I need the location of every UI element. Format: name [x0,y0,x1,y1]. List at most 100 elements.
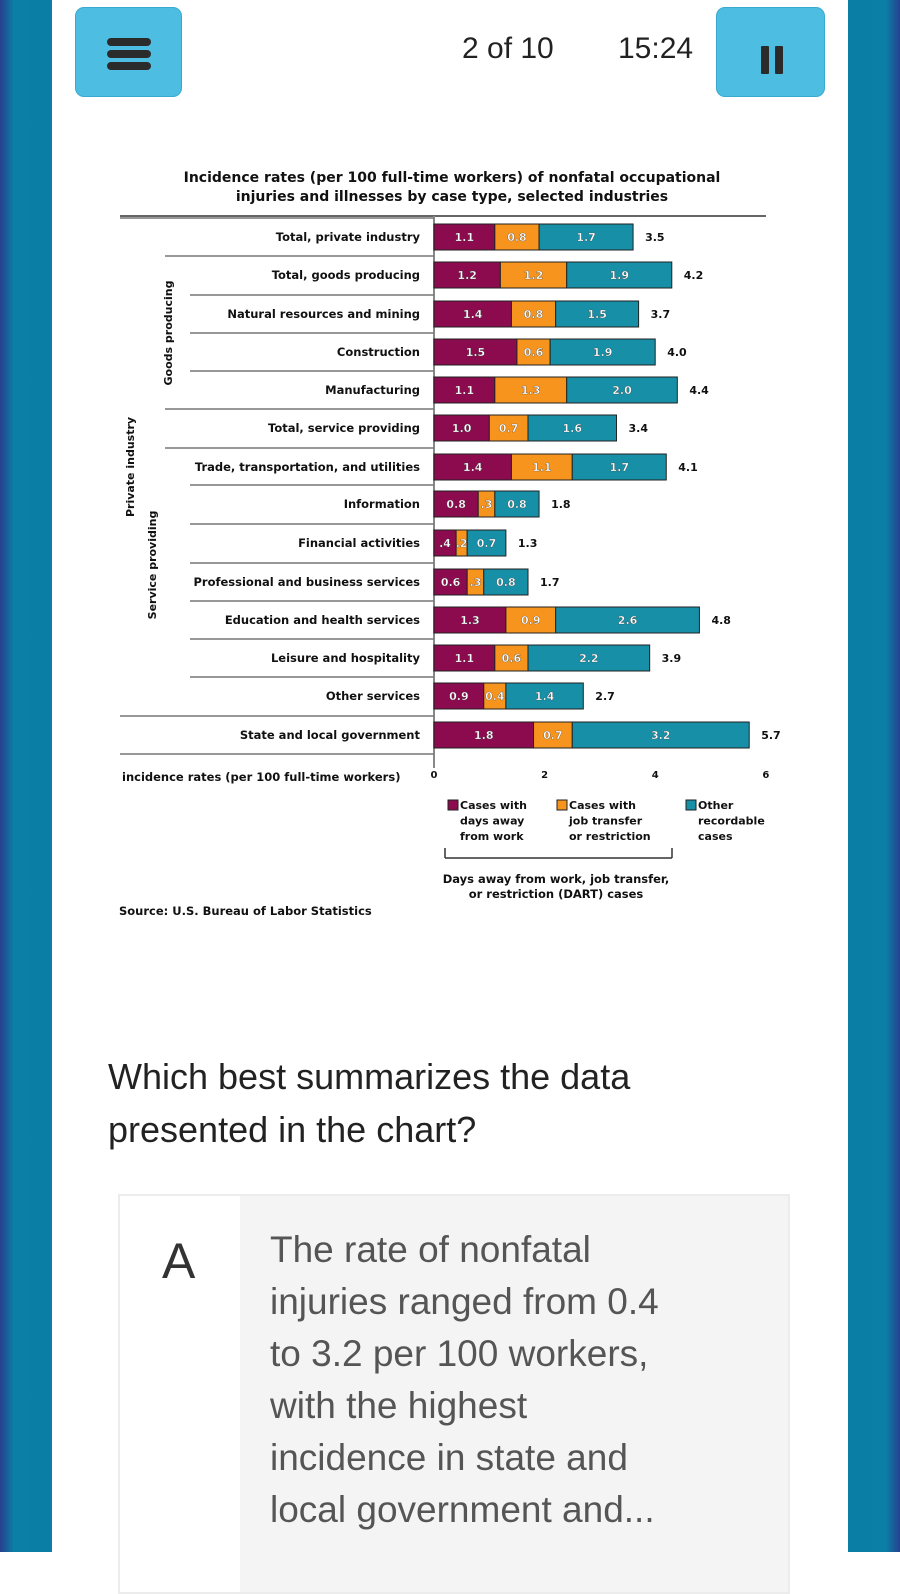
total-label: 3.5 [645,231,665,244]
segment-label: .2 [456,537,468,550]
segment-label: 1.8 [474,729,494,742]
x-tick-label: 6 [762,770,769,781]
total-label: 5.7 [761,729,781,742]
option-letter: A [162,1233,196,1289]
bar-segment [566,376,678,404]
chart-row: Other services 0.9 0.4 1.4 2.7 [190,676,615,710]
total-label: 4.0 [667,346,687,359]
category-label: Education and health services [225,613,420,627]
segment-label: 0.7 [543,729,563,742]
bar-segment [555,606,700,634]
category-label: Natural resources and mining [227,307,420,321]
segment-label: 1.2 [457,269,477,282]
chart-row: Total, service providing 1.0 0.7 1.6 3.4 [165,408,648,442]
segment-label: 1.5 [587,308,607,321]
legend-label: or restriction [569,830,651,843]
bar-segment [433,606,507,634]
segment-label: 1.7 [576,231,596,244]
category-label: Other services [326,689,420,703]
segment-label: 1.1 [455,652,475,665]
bar-segment [510,300,557,328]
option-text: The rate of nonfatal injuries ranged fro… [270,1229,659,1530]
answer-option-a[interactable]: A The rate of nonfatal injuries ranged f… [118,1194,790,1594]
x-tick-label: 2 [541,770,548,781]
bar-segment [549,338,656,366]
bar-segment [488,414,529,442]
segment-label: 1.9 [593,346,613,359]
legend-label: Cases with [569,799,636,812]
segment-label: 0.6 [502,652,522,665]
segment-label: 0.8 [496,576,516,589]
bar-segment [433,414,490,442]
chart-row: Total, private industry 1.1 0.8 1.7 3.5 [120,217,665,251]
segment-label: 1.7 [610,461,630,474]
chart-row: Total, goods producing 1.2 1.2 1.9 4.2 [165,255,703,289]
bar-segment [571,721,750,749]
segment-label: 0.6 [524,346,544,359]
segment-label: 1.3 [521,384,541,397]
legend-item: Cases with job transfer or restriction [556,799,651,843]
total-label: 3.7 [651,308,671,321]
pause-button[interactable] [716,7,825,97]
bar-segment [433,453,512,481]
segment-label: 1.6 [563,422,583,435]
segment-label: 1.4 [535,690,555,703]
legend-swatch [447,799,459,811]
bar-segment [510,453,573,481]
x-axis-label: incidence rates (per 100 full-time worke… [122,770,400,784]
segment-label: 0.7 [477,537,497,550]
group-label-private: Private industry [124,417,137,517]
legend-swatch [685,799,697,811]
total-label: 1.3 [518,537,538,550]
legend-label: cases [698,830,733,843]
bar-segment [516,338,551,366]
segment-label: 2.2 [579,652,599,665]
chart-row: Professional and business services 0.6 .3 0… [190,562,560,596]
bar-segment [538,223,634,251]
legend-swatch [556,799,568,811]
question-text: Which best summarizes the data presented… [108,1056,631,1150]
total-label: 4.4 [689,384,709,397]
total-label: 4.8 [711,614,731,627]
category-label: State and local government [240,728,421,742]
bar-segment [494,376,568,404]
legend-label: Cases with [460,799,527,812]
chart-title-line2: injuries and illnesses by case type, sel… [236,189,668,205]
category-label: Leisure and hospitality [271,651,421,665]
segment-label: 0.6 [441,576,461,589]
category-label: Total, goods producing [272,268,420,282]
segment-label: 1.1 [532,461,552,474]
segment-label: 0.9 [449,690,469,703]
group-label-goods: Goods producing [162,281,175,386]
segment-label: 1.1 [455,384,475,397]
chart-source: Source: U.S. Bureau of Labor Statistics [119,904,372,918]
segment-label: 1.3 [460,614,480,627]
segment-label: 1.0 [452,422,472,435]
incidence-rate-chart: Incidence rates (per 100 full-time worke… [119,170,781,918]
bar-segment [555,300,640,328]
segment-label: 0.9 [521,614,541,627]
bar-segment [433,376,496,404]
dart-label-1: Days away from work, job transfer, [443,872,670,886]
chart-row: Construction 1.5 0.6 1.9 4.0 [190,332,687,366]
bar-segment [527,414,617,442]
x-tick-label: 0 [431,770,438,781]
group-label-service: Service providing [146,511,159,620]
legend-label: days away [460,815,524,828]
segment-label: 1.1 [455,231,475,244]
total-label: 2.7 [595,690,615,703]
category-label: Trade, transportation, and utilities [195,460,420,474]
option-letter-cell: A [120,1196,240,1592]
bar-segment [571,453,667,481]
menu-button[interactable] [75,7,182,97]
x-tick-label: 4 [652,770,659,781]
legend-label: job transfer [568,815,643,828]
timer: 15:24 [618,32,694,65]
legend-label: recordable [698,815,765,828]
segment-label: 0.8 [507,231,527,244]
chart-row: Financial activities .4 .2 0.7 1.3 [190,523,538,557]
chart-row: Information 0.8 .3 0.8 1.8 [190,484,571,518]
total-label: 1.7 [540,576,560,589]
bar-segment [433,682,485,710]
chart-row: Natural resources and mining 1.4 0.8 1.5 3.7 [190,294,671,328]
